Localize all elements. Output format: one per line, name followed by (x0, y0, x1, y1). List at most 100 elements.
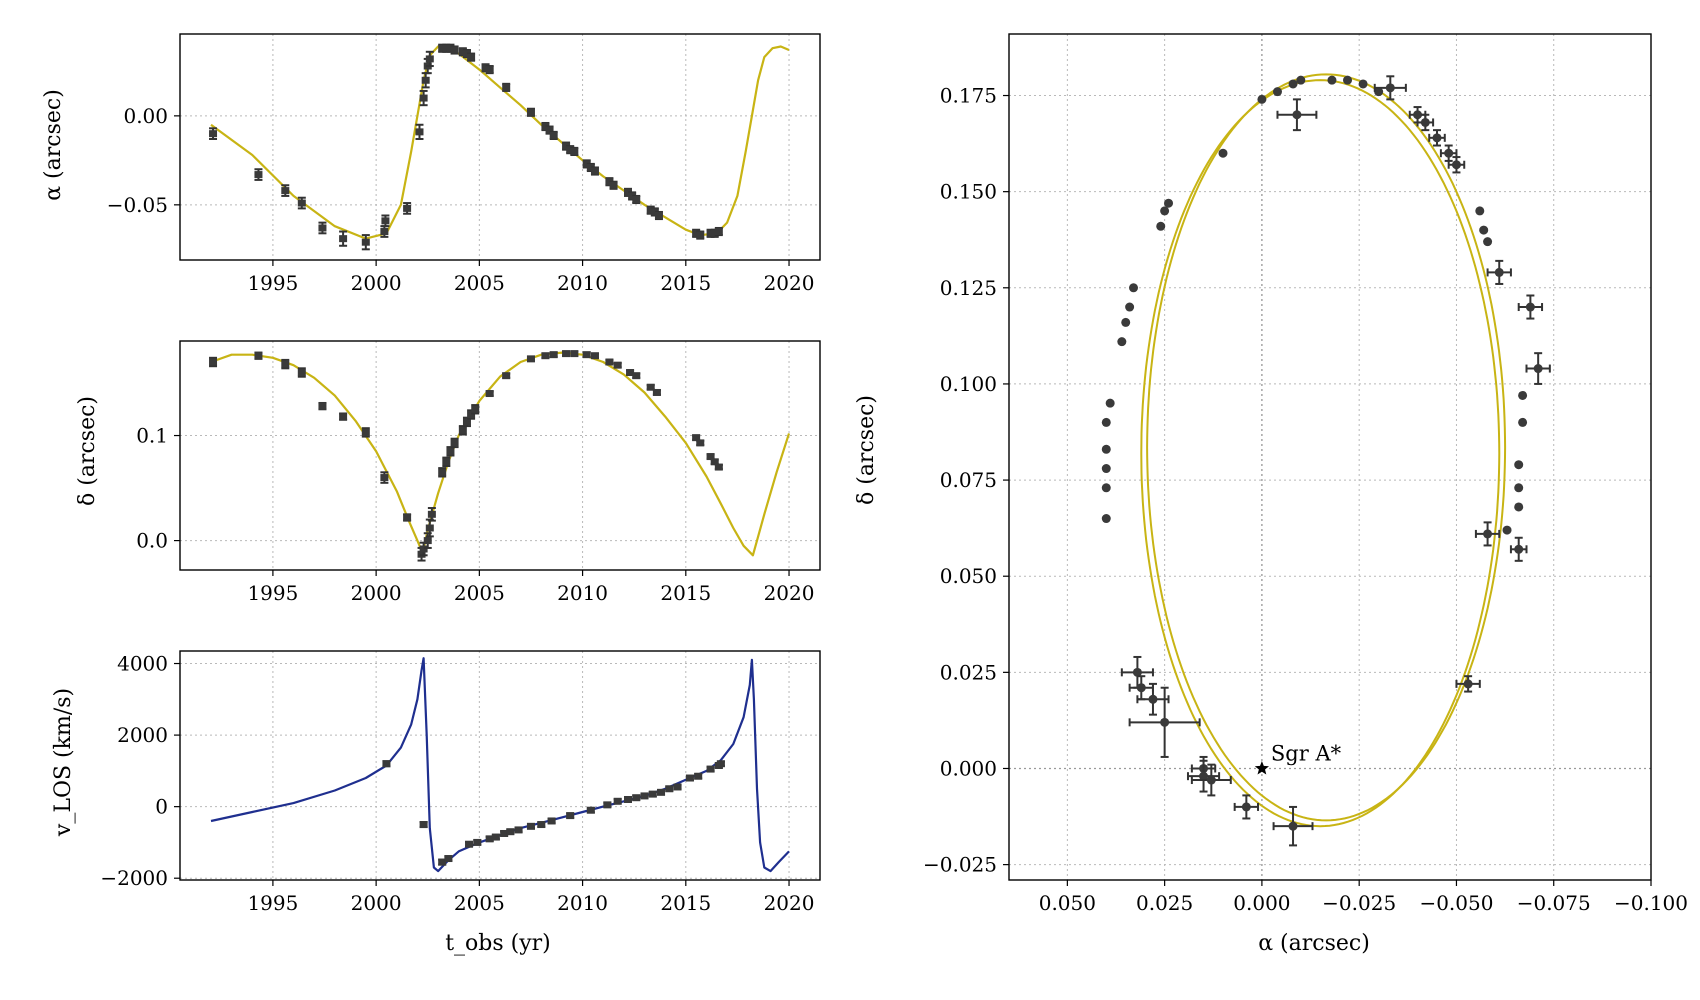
alpha-data-point (361, 234, 370, 251)
vlos-data-point (648, 790, 657, 798)
delta-xtick-label: 2010 (557, 581, 608, 605)
orbit-data-point (1327, 75, 1337, 85)
orbit-data-point (1129, 283, 1139, 293)
orbit-orbit-curve-1 (1146, 73, 1507, 822)
alpha-data-point (381, 214, 390, 228)
delta-xtick-label: 1995 (247, 581, 298, 605)
vlos-data-point (716, 760, 725, 768)
delta-data-point (438, 467, 447, 478)
delta-data-point (380, 471, 389, 484)
vlos-data-point (444, 855, 453, 863)
delta-data-point (613, 361, 622, 369)
alpha-data-point (628, 191, 637, 201)
alpha-model-curve (210, 45, 790, 240)
delta-data-point (442, 456, 451, 468)
delta-time-panel: 1995 2000 2005 2010 2015 2020 0.0 0.1 (136, 340, 821, 605)
delta-data-point (361, 427, 370, 438)
orbit-data-point (1276, 98, 1318, 132)
vlos-data-point (473, 838, 482, 846)
sgr-a-star-label: Sgr A* (1271, 741, 1342, 765)
orbit-data-point (1509, 536, 1528, 562)
orbit-data-point (1101, 444, 1111, 454)
vlos-data-point (673, 783, 682, 791)
orbit-data-point (1101, 483, 1111, 493)
delta-data-point (254, 351, 263, 360)
orbit-data-point (1125, 302, 1135, 312)
orbit-ytick-label: 0.025 (940, 660, 997, 684)
alpha-data-point (605, 177, 614, 187)
vlos-xtick-label: 1995 (247, 891, 298, 915)
alpha-data-point (609, 180, 618, 190)
alpha-data-point (415, 123, 424, 140)
orbit-data-point (1502, 525, 1512, 535)
delta-data-point (562, 350, 571, 358)
vlos-xtick-label: 2000 (351, 891, 402, 915)
orbit-data-point (1343, 75, 1353, 85)
vlos-xtick-label: 2015 (660, 891, 711, 915)
orbit-ytick-label: 0.150 (940, 180, 997, 204)
vlos-data-point (665, 785, 674, 793)
vlos-ytick-label: 2000 (117, 723, 168, 747)
delta-data-point (502, 372, 511, 380)
delta-data-point (632, 372, 641, 380)
orbit-data-point (1483, 237, 1493, 247)
vlos-data-point (514, 826, 523, 834)
delta-data-point (281, 358, 290, 370)
time-xlabel: t_obs (yr) (445, 931, 551, 956)
alpha-data-point (425, 50, 434, 68)
alpha-xtick-label: 2000 (351, 271, 402, 295)
orbit-data-point (1136, 682, 1170, 716)
orbit-data-point (1518, 390, 1528, 400)
alpha-data-point (467, 52, 476, 62)
orbit-xtick-label: −0.050 (1419, 891, 1493, 915)
delta-xtick-label: 2000 (351, 581, 402, 605)
vlos-data-point (586, 806, 595, 814)
vlos-data-point (706, 765, 715, 773)
orbit-ytick-label: 0.050 (940, 564, 997, 588)
orbit-data-point (1373, 75, 1407, 101)
delta-data-point (450, 437, 459, 449)
orbit-data-point (1121, 317, 1131, 327)
orbit-data-point (1474, 521, 1501, 547)
alpha-data-point (450, 45, 459, 55)
orbit-data-point (1374, 87, 1384, 97)
vlos-data-point (566, 812, 575, 820)
delta-data-point (549, 351, 558, 359)
alpha-plot-area (209, 43, 790, 251)
alpha-data-point (526, 107, 535, 117)
orbit-data-point (1272, 87, 1282, 97)
alpha-data-point (632, 194, 641, 205)
orbit-data-point (1218, 148, 1228, 158)
alpha-data-point (339, 230, 348, 247)
vlos-data-point (603, 801, 612, 809)
orbit-xtick-label: −0.100 (1614, 891, 1688, 915)
alpha-data-point (654, 210, 663, 221)
delta-xtick-label: 2020 (764, 581, 815, 605)
orbit-data-point (1455, 675, 1481, 693)
alpha-data-point (481, 63, 490, 73)
alpha-data-point (696, 230, 705, 240)
vlos-frame (179, 650, 821, 881)
orbit-data-point (1101, 417, 1111, 427)
svg-text:v_LOS (km/s): v_LOS (km/s) (51, 688, 76, 837)
orbit-data-point (1233, 794, 1260, 820)
orbit-ytick-label: 0.175 (940, 84, 997, 108)
orbit-data-point (1428, 129, 1446, 147)
vlos-data-point (465, 840, 474, 848)
alpha-data-point (549, 130, 558, 140)
alpha-data-point (419, 89, 428, 107)
orbit-xtick-label: −0.075 (1517, 891, 1591, 915)
delta-panel-ylabel: δ (arcsec) (75, 396, 100, 506)
delta-data-point (485, 390, 494, 398)
vlos-data-point (624, 795, 632, 803)
alpha-xtick-label: 2020 (764, 271, 815, 295)
vlos-ytick-label: 0 (155, 795, 168, 819)
vlos-xtick-label: 2010 (557, 891, 608, 915)
orbit-data-point (1416, 113, 1435, 132)
vlos-data-point (632, 794, 641, 802)
orbit-data-point (1160, 206, 1170, 216)
orbit-data-point (1518, 417, 1528, 427)
orbit-data-point (1479, 225, 1489, 235)
orbit-data-point (1190, 763, 1232, 797)
